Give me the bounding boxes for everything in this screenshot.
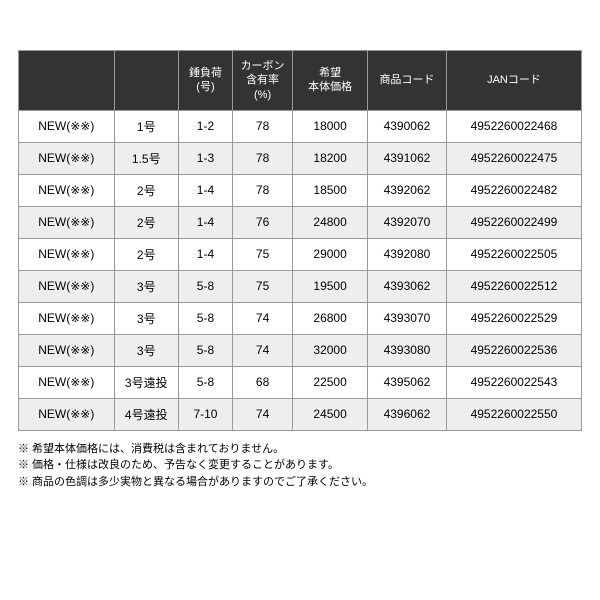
note-line: ※ 商品の色調は多少実物と異なる場合がありますのでご了承ください。 (18, 474, 582, 491)
note-line: ※ 希望本体価格には、消費税は含まれておりません。 (18, 441, 582, 458)
table-cell: 78 (232, 142, 292, 174)
table-cell: 4952260022475 (446, 142, 581, 174)
table-header-cell: 錘負荷(号) (178, 51, 232, 111)
table-cell: 74 (232, 334, 292, 366)
table-row: NEW(※※)4号遠投7-107424500439606249522600225… (19, 398, 582, 430)
table-header-cell: JANコード (446, 51, 581, 111)
table-cell: 75 (232, 238, 292, 270)
table-cell: 68 (232, 366, 292, 398)
table-cell: 18000 (293, 110, 368, 142)
table-cell: 4392070 (367, 206, 446, 238)
table-cell: 4396062 (367, 398, 446, 430)
table-cell: 19500 (293, 270, 368, 302)
table-cell: 78 (232, 110, 292, 142)
table-cell: 26800 (293, 302, 368, 334)
table-header-cell: 希望本体価格 (293, 51, 368, 111)
table-row: NEW(※※)3号5-8743200043930804952260022536 (19, 334, 582, 366)
table-cell: 4952260022536 (446, 334, 581, 366)
table-cell: 2号 (114, 206, 178, 238)
table-cell: 4号遠投 (114, 398, 178, 430)
table-cell: 4392062 (367, 174, 446, 206)
table-cell: 76 (232, 206, 292, 238)
table-cell: 24500 (293, 398, 368, 430)
table-cell: 1.5号 (114, 142, 178, 174)
table-cell: 4952260022543 (446, 366, 581, 398)
table-header-cell: 商品コード (367, 51, 446, 111)
table-row: NEW(※※)2号1-4781850043920624952260022482 (19, 174, 582, 206)
table-cell: 4393062 (367, 270, 446, 302)
table-cell: 5-8 (178, 334, 232, 366)
table-cell: 4393080 (367, 334, 446, 366)
table-cell: 1号 (114, 110, 178, 142)
table-cell: 1-4 (178, 206, 232, 238)
table-cell: 22500 (293, 366, 368, 398)
table-cell: 1-4 (178, 174, 232, 206)
table-cell: 4952260022550 (446, 398, 581, 430)
table-cell: 74 (232, 302, 292, 334)
table-body: NEW(※※)1号1-2781800043900624952260022468N… (19, 110, 582, 430)
table-cell: 3号 (114, 302, 178, 334)
table-cell: 4392080 (367, 238, 446, 270)
table-cell: 4952260022468 (446, 110, 581, 142)
table-cell: 32000 (293, 334, 368, 366)
table-cell: 4393070 (367, 302, 446, 334)
table-cell: 1-3 (178, 142, 232, 174)
table-cell: 4952260022482 (446, 174, 581, 206)
table-cell: NEW(※※) (19, 206, 115, 238)
table-cell: 74 (232, 398, 292, 430)
table-row: NEW(※※)2号1-4762480043920704952260022499 (19, 206, 582, 238)
table-cell: 2号 (114, 174, 178, 206)
table-cell: 4395062 (367, 366, 446, 398)
table-header-cell (114, 51, 178, 111)
table-cell: NEW(※※) (19, 366, 115, 398)
table-cell: 4391062 (367, 142, 446, 174)
table-cell: 4952260022499 (446, 206, 581, 238)
table-cell: 1-2 (178, 110, 232, 142)
table-cell: 75 (232, 270, 292, 302)
table-cell: 78 (232, 174, 292, 206)
table-cell: NEW(※※) (19, 142, 115, 174)
table-row: NEW(※※)1.5号1-378182004391062495226002247… (19, 142, 582, 174)
table-cell: 4390062 (367, 110, 446, 142)
table-row: NEW(※※)1号1-2781800043900624952260022468 (19, 110, 582, 142)
table-cell: NEW(※※) (19, 270, 115, 302)
table-cell: NEW(※※) (19, 238, 115, 270)
table-cell: NEW(※※) (19, 334, 115, 366)
product-table: 錘負荷(号)カーボン含有率(%)希望本体価格商品コードJANコード NEW(※※… (18, 50, 582, 431)
table-row: NEW(※※)3号5-8742680043930704952260022529 (19, 302, 582, 334)
table-cell: 5-8 (178, 366, 232, 398)
notes-section: ※ 希望本体価格には、消費税は含まれておりません。※ 価格・仕様は改良のため、予… (18, 441, 582, 491)
table-cell: 3号遠投 (114, 366, 178, 398)
table-row: NEW(※※)3号5-8751950043930624952260022512 (19, 270, 582, 302)
table-cell: 18200 (293, 142, 368, 174)
table-header-cell: カーボン含有率(%) (232, 51, 292, 111)
table-cell: 2号 (114, 238, 178, 270)
table-cell: 18500 (293, 174, 368, 206)
table-cell: NEW(※※) (19, 174, 115, 206)
table-cell: 5-8 (178, 302, 232, 334)
table-cell: 3号 (114, 334, 178, 366)
table-header-cell (19, 51, 115, 111)
table-cell: 5-8 (178, 270, 232, 302)
table-cell: NEW(※※) (19, 302, 115, 334)
table-cell: 7-10 (178, 398, 232, 430)
table-cell: 4952260022512 (446, 270, 581, 302)
table-cell: NEW(※※) (19, 110, 115, 142)
table-cell: 24800 (293, 206, 368, 238)
table-cell: 4952260022505 (446, 238, 581, 270)
table-cell: NEW(※※) (19, 398, 115, 430)
table-cell: 29000 (293, 238, 368, 270)
table-cell: 1-4 (178, 238, 232, 270)
table-cell: 3号 (114, 270, 178, 302)
table-row: NEW(※※)2号1-4752900043920804952260022505 (19, 238, 582, 270)
table-row: NEW(※※)3号遠投5-868225004395062495226002254… (19, 366, 582, 398)
table-cell: 4952260022529 (446, 302, 581, 334)
note-line: ※ 価格・仕様は改良のため、予告なく変更することがあります。 (18, 457, 582, 474)
table-header-row: 錘負荷(号)カーボン含有率(%)希望本体価格商品コードJANコード (19, 51, 582, 111)
